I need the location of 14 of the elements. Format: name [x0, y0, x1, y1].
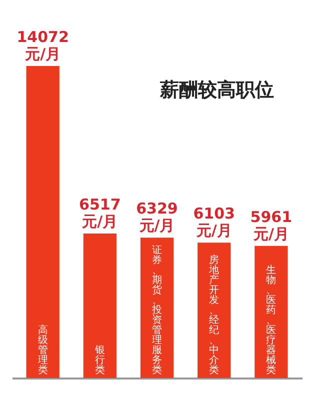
data-label: 5961 元/月 [250, 208, 292, 243]
bar [26, 66, 60, 378]
x-tick-label: 高级管理类 [38, 324, 48, 376]
data-label: 14072 元/月 [16, 28, 69, 63]
bar [198, 242, 231, 378]
category-label: 证券、期货、投资管理服务类 [152, 245, 162, 376]
text: 薪酬较高职位 [159, 79, 274, 101]
data-label: 6517 元/月 [79, 196, 121, 231]
data-label: 6103 元/月 [193, 204, 235, 240]
category-label: 生物、医药、医疗器械类 [266, 265, 276, 376]
category-label: 房地产开发、经纪、中介类 [209, 255, 220, 376]
data-label: 6329 元/月 [136, 200, 178, 235]
x-tick-label: 银行类 [94, 345, 105, 376]
bar [83, 234, 116, 378]
